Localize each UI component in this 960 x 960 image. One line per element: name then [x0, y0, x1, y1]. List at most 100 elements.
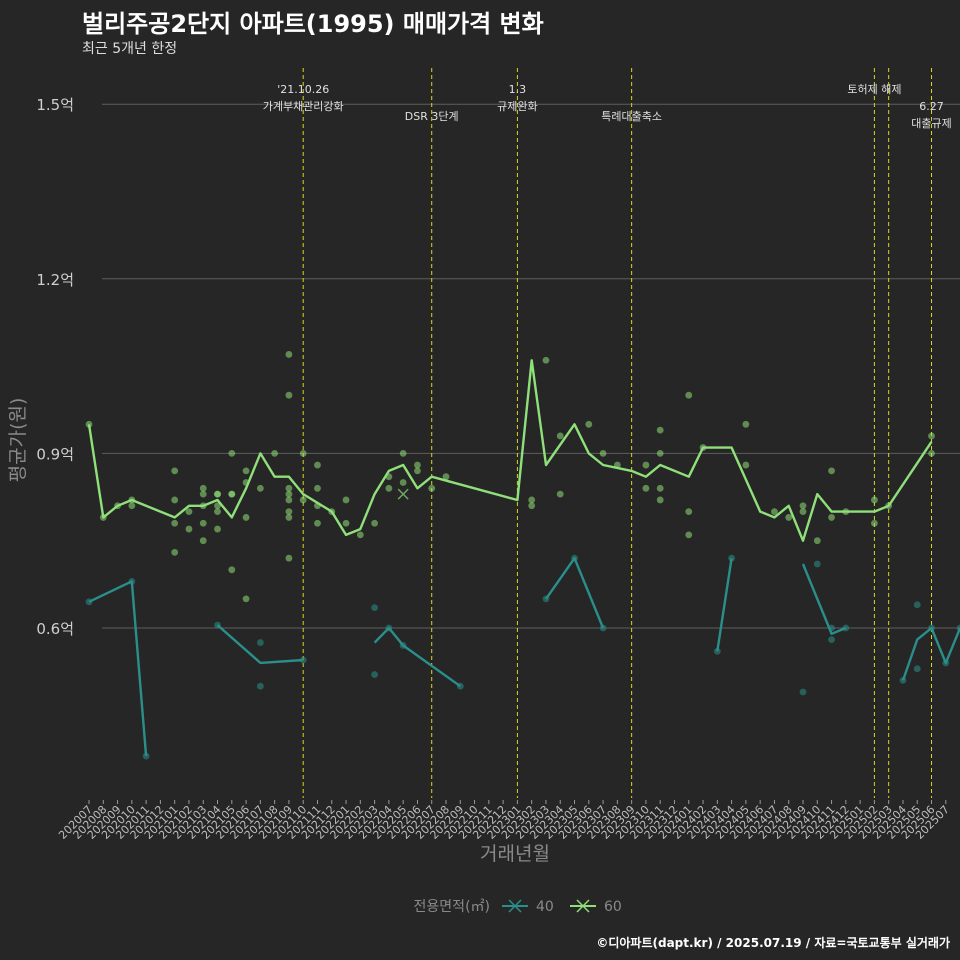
data-point-60 [99, 514, 107, 521]
data-point-60 [242, 514, 250, 521]
event-label: 가계부채관리강화 [263, 100, 344, 113]
chart-subtitle: 최근 5개년 한정 [82, 41, 178, 57]
data-point-60 [742, 420, 750, 428]
legend-label: 60 [604, 899, 622, 915]
data-point-60 [656, 496, 664, 504]
data-point-60 [928, 450, 935, 457]
data-point-60 [771, 508, 778, 515]
data-point-60 [199, 519, 207, 527]
data-point-60 [228, 450, 236, 457]
data-point-60 [699, 444, 707, 451]
data-point-60 [171, 548, 179, 556]
data-point-60 [214, 525, 221, 533]
data-point-60 [371, 519, 378, 527]
event-label: 토허제 해제 [847, 82, 901, 96]
series-line-60 [87, 359, 933, 542]
data-point-60 [813, 537, 821, 545]
data-point-40 [399, 642, 407, 649]
data-point-60 [528, 502, 536, 510]
data-point-60 [114, 502, 121, 510]
cross-marker-60 [397, 488, 409, 500]
data-point-40 [542, 595, 550, 603]
data-point-60 [442, 473, 450, 481]
data-point-40 [571, 554, 578, 562]
series-line-40 [216, 624, 304, 665]
data-point-60 [685, 508, 693, 515]
data-point-60 [556, 490, 564, 498]
data-point-40 [828, 624, 835, 632]
data-point-40 [85, 598, 93, 606]
data-point-60 [256, 484, 264, 492]
data-point-60 [414, 461, 421, 469]
data-point-40 [913, 601, 921, 609]
data-point-60 [185, 525, 193, 533]
legend-title: 전용면적(㎡) [414, 899, 490, 915]
data-point-60 [642, 484, 650, 492]
y-axis: 0.6억 0.9억 1.2억 1.5억 [36, 96, 74, 638]
data-point-60 [656, 426, 664, 434]
data-point-60 [299, 450, 307, 457]
series-line-40 [716, 558, 733, 652]
data-point-60 [171, 467, 179, 475]
data-point-60 [285, 554, 293, 562]
x-axis: 2020072020082020092020102020112020122021… [56, 800, 952, 842]
series-lines [87, 359, 960, 757]
series-line-40 [88, 580, 148, 757]
event-lines [302, 68, 933, 798]
data-point-60 [314, 502, 321, 510]
data-point-60 [542, 356, 550, 364]
y-axis-title: 평균가(원) [7, 398, 29, 483]
data-point-60 [171, 519, 179, 527]
data-point-40 [142, 752, 150, 760]
data-point-60 [685, 391, 693, 399]
event-label: 특례대출축소 [601, 110, 662, 123]
data-point-40 [842, 624, 850, 632]
data-point-60 [285, 496, 293, 504]
data-point-60 [871, 496, 878, 504]
data-point-60 [599, 450, 607, 457]
grid-lines [102, 103, 960, 629]
data-point-60 [285, 351, 293, 358]
legend: 전용면적(㎡) 40 60 [414, 899, 622, 915]
data-point-40 [913, 665, 921, 673]
data-point-60 [785, 514, 793, 521]
data-point-60 [128, 502, 136, 510]
data-point-60 [799, 508, 807, 515]
data-point-60 [414, 467, 421, 475]
data-point-40 [214, 621, 221, 629]
data-point-40 [385, 624, 393, 632]
series-line-40 [801, 563, 847, 635]
data-point-60 [685, 531, 693, 539]
data-point-40 [899, 676, 907, 684]
data-point-40 [728, 554, 735, 562]
data-point-60 [399, 450, 407, 457]
y-tick-label: 0.9억 [36, 445, 74, 463]
data-point-60 [228, 566, 236, 574]
data-point-40 [799, 688, 807, 696]
data-point-40 [256, 682, 264, 690]
y-tick-label: 1.5억 [36, 96, 74, 114]
data-point-60 [799, 502, 807, 510]
data-point-60 [199, 484, 207, 492]
data-point-60 [214, 502, 221, 510]
event-label: 6.27 [919, 100, 944, 113]
series-points [85, 351, 960, 760]
data-point-60 [128, 496, 136, 504]
data-point-60 [285, 391, 293, 399]
data-point-60 [214, 508, 221, 515]
series-line-40 [373, 626, 461, 688]
data-point-60 [342, 519, 350, 527]
data-point-60 [871, 519, 878, 527]
legend-label: 40 [536, 899, 554, 915]
data-point-60 [242, 467, 250, 475]
data-point-60 [328, 508, 336, 515]
data-point-60 [642, 461, 650, 469]
y-tick-label: 1.2억 [36, 271, 74, 289]
data-point-60 [428, 484, 436, 492]
chart-title: 벌리주공2단지 아파트(1995) 매매가격 변화 [82, 10, 544, 38]
series-line-40 [545, 557, 605, 629]
data-point-40 [956, 624, 960, 632]
y-tick-label: 0.6억 [36, 620, 74, 638]
event-label: 규제완화 [497, 100, 537, 113]
